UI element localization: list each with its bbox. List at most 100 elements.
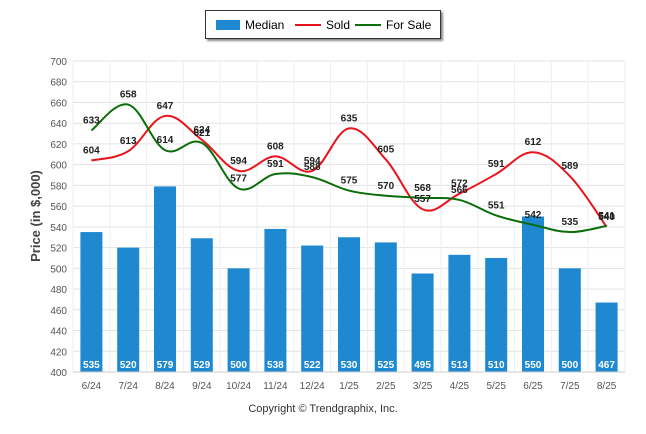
data-label-sold: 624	[193, 125, 210, 136]
data-label-sold: 647	[157, 101, 174, 112]
legend-item-for-sale[interactable]: For Sale	[355, 18, 431, 32]
data-labels: 535 520 579 529 500 538 522 530 525 495 513 510 550 5…	[83, 90, 615, 371]
data-label-sold: 613	[120, 136, 137, 147]
legend-item-median[interactable]: Median	[216, 18, 284, 32]
data-label-median: 467	[598, 360, 615, 371]
y-tick-label: 640	[50, 119, 67, 130]
bar-median	[411, 273, 434, 372]
data-label-sold: 557	[414, 194, 431, 205]
data-label-for-sale: 566	[451, 185, 468, 196]
legend-swatch-median	[216, 20, 240, 30]
data-label-for-sale: 551	[488, 200, 505, 211]
data-label-sold: 608	[267, 141, 284, 152]
data-label-sold: 604	[83, 146, 100, 157]
y-axis-title: Price (in $,000)	[28, 170, 43, 262]
x-tick-label: 3/25	[413, 381, 433, 392]
y-tick-label: 700	[50, 57, 67, 68]
data-label-for-sale: 577	[230, 174, 247, 185]
y-tick-label: 620	[50, 140, 67, 151]
data-label-for-sale: 535	[561, 217, 578, 228]
y-tick-label: 500	[50, 264, 67, 275]
bar-median	[522, 216, 544, 372]
bar-median	[595, 302, 618, 372]
x-tick-label: 6/24	[82, 381, 102, 392]
bar-median	[190, 238, 213, 372]
legend-swatch-for-sale	[355, 24, 381, 26]
data-label-sold: 589	[561, 161, 578, 172]
bar-median	[264, 228, 287, 372]
bars	[80, 186, 618, 372]
data-label-median: 530	[341, 360, 358, 371]
y-tick-label: 600	[50, 161, 67, 172]
data-label-median: 522	[304, 360, 321, 371]
data-label-median: 538	[267, 360, 284, 371]
data-label-for-sale: 591	[267, 159, 284, 170]
y-tick-label: 560	[50, 202, 67, 213]
copyright-footer: Copyright © Trendgraphix, Inc.	[248, 403, 398, 415]
data-label-sold: 612	[525, 137, 542, 148]
data-label-sold: 635	[341, 113, 358, 124]
x-tick-label: 5/25	[486, 381, 506, 392]
y-tick-label: 540	[50, 223, 67, 234]
y-tick-label: 580	[50, 181, 67, 192]
x-tick-label: 8/24	[155, 381, 175, 392]
bar-median	[154, 186, 176, 372]
lines	[90, 103, 608, 234]
x-tick-label: 4/25	[450, 381, 470, 392]
data-label-median: 550	[525, 360, 542, 371]
bar-median	[374, 242, 397, 372]
data-label-median: 529	[193, 360, 210, 371]
data-label-median: 525	[377, 360, 394, 371]
data-label-for-sale: 541	[598, 211, 615, 222]
x-tick-label: 1/25	[339, 381, 359, 392]
bar-median	[301, 245, 324, 372]
line-for-sale	[90, 103, 607, 234]
data-label-median: 579	[157, 360, 174, 371]
bar-median	[558, 268, 581, 372]
data-label-for-sale: 633	[83, 115, 100, 126]
y-tick-label: 680	[50, 78, 67, 89]
y-tick-label: 660	[50, 98, 67, 109]
legend-label-for-sale: For Sale	[386, 18, 432, 32]
bar-median	[448, 254, 471, 372]
y-tick-label: 400	[50, 368, 67, 379]
data-label-sold: 594	[304, 156, 321, 167]
legend-item-sold[interactable]: Sold	[295, 18, 350, 32]
data-label-for-sale: 542	[525, 210, 542, 221]
x-tick-label: 7/25	[560, 381, 580, 392]
data-label-median: 495	[414, 360, 431, 371]
data-label-for-sale: 658	[120, 90, 137, 101]
x-tick-label: 2/25	[376, 381, 396, 392]
data-label-sold: 605	[377, 144, 394, 155]
bar-median	[338, 237, 360, 372]
legend: Median Sold For Sale	[205, 10, 441, 39]
data-label-for-sale: 614	[157, 135, 174, 146]
y-tick-label: 460	[50, 306, 67, 317]
data-label-for-sale: 588	[304, 162, 321, 173]
line-sold	[91, 114, 608, 228]
data-label-for-sale: 621	[193, 128, 210, 139]
legend-label-median: Median	[245, 18, 285, 32]
data-label-median: 535	[83, 360, 100, 371]
y-tick-label: 520	[50, 244, 67, 255]
y-tick-label: 440	[50, 327, 67, 338]
x-tick-label: 7/24	[118, 381, 138, 392]
data-label-sold: 594	[230, 156, 247, 167]
data-label-for-sale: 570	[377, 181, 394, 192]
data-label-sold: 540	[598, 212, 615, 223]
data-label-sold: 591	[488, 159, 505, 170]
legend-label-sold: Sold	[326, 18, 351, 32]
data-label-for-sale: 575	[341, 176, 358, 187]
data-label-median: 520	[120, 360, 137, 371]
data-label-median: 500	[230, 360, 247, 371]
x-tick-label: 12/24	[300, 381, 325, 392]
y-tick-label: 420	[50, 347, 67, 358]
x-tick-label: 11/24	[263, 381, 288, 392]
bar-median	[80, 232, 103, 372]
axes: 400 420 440 460 480 500 520 540 560 580 600 620 640 6…	[50, 57, 625, 392]
bar-median	[227, 268, 250, 372]
x-tick-label: 8/25	[597, 381, 617, 392]
legend-swatch-sold	[295, 24, 321, 26]
data-label-for-sale: 568	[414, 183, 431, 194]
